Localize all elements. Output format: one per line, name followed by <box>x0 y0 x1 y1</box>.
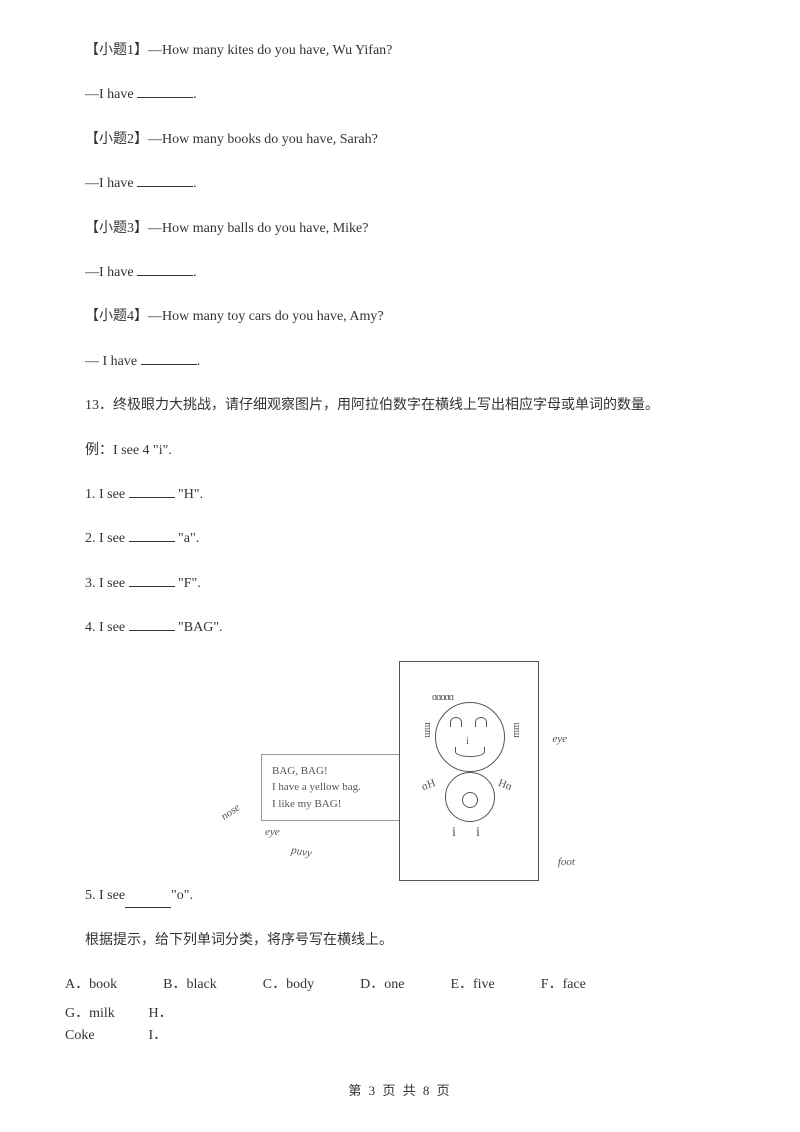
option-i: I． <box>149 1028 168 1043</box>
head-circle-icon <box>435 702 505 772</box>
item-suffix: "a". <box>175 531 200 546</box>
q13-item-3: 3. I see "F". <box>85 573 715 595</box>
example-suffix: "i". <box>153 443 172 458</box>
option-f: F．face <box>541 974 586 996</box>
label-nose: nose <box>218 800 245 826</box>
blank-fill[interactable] <box>137 262 193 276</box>
option-a: A．book <box>65 974 117 996</box>
item-suffix: "F". <box>175 576 201 591</box>
sub-question-1-answer: —I have . <box>85 84 715 106</box>
speech-bubble: BAG, BAG! I have a yellow bag. I like my… <box>261 754 401 822</box>
item-prefix: 2. I see <box>85 531 129 546</box>
q13-item-2: 2. I see "a". <box>85 528 715 550</box>
answer-prefix: —I have <box>85 87 137 102</box>
sub-question-3-answer: —I have . <box>85 262 715 284</box>
character-drawing: ɑɑɑɑɑ ɯɯ ɯɯ i ɑH Hɑ i i <box>399 661 539 881</box>
q13-item-4: 4. I see "BAG". <box>85 617 715 639</box>
sub-question-3-prompt: 【小题3】—How many balls do you have, Mike? <box>85 218 715 240</box>
q13-item-5: 5. I see "o". <box>85 885 715 907</box>
leg-right-icon: i <box>476 822 480 844</box>
sub-question-4-prompt: 【小题4】—How many toy cars do you have, Amy… <box>85 306 715 328</box>
speech-line-2: I have a yellow bag. <box>272 779 390 796</box>
blank-fill[interactable] <box>137 84 193 98</box>
sub-question-2-answer: —I have . <box>85 173 715 195</box>
hair-icon: ɑɑɑɑɑ <box>432 690 453 706</box>
item-suffix: "o". <box>171 885 193 907</box>
option-d: D．one <box>360 974 404 996</box>
blank-fill[interactable] <box>129 573 175 587</box>
label-eye: eye <box>265 824 280 842</box>
leg-left-icon: i <box>452 822 456 844</box>
blank-fill[interactable] <box>129 528 175 542</box>
blank-fill[interactable] <box>129 617 175 631</box>
arm-right-icon: Hɑ <box>495 776 514 797</box>
speech-line-1: BAG, BAG! <box>272 763 390 780</box>
option-coke: Coke <box>65 1025 145 1047</box>
answer-prefix: —I have <box>85 176 137 191</box>
option-g: G．milk <box>65 1003 145 1025</box>
q13-example: 例：I see 4 "i". <box>85 440 715 462</box>
sub-question-2-prompt: 【小题2】—How many books do you have, Sarah? <box>85 129 715 151</box>
illustration-row: BAG, BAG! I have a yellow bag. I like my… <box>85 661 715 881</box>
item-prefix: 4. I see <box>85 620 129 635</box>
label-eye-right: eye <box>552 731 567 749</box>
sub-question-1-prompt: 【小题1】—How many kites do you have, Wu Yif… <box>85 40 715 62</box>
q13-item-1: 1. I see "H". <box>85 484 715 506</box>
blank-fill[interactable] <box>137 173 193 187</box>
options-row-2: G．milk H． <box>65 1003 715 1025</box>
item-suffix: "BAG". <box>175 620 223 635</box>
q13-header: 13．终极眼力大挑战，请仔细观察图片，用阿拉伯数字在横线上写出相应字母或单词的数… <box>85 395 715 417</box>
classify-instruction: 根据提示，给下列单词分类，将序号写在横线上。 <box>85 930 715 952</box>
arm-left-icon: ɑH <box>419 776 438 797</box>
example-prefix: 例：I see 4 <box>85 443 153 458</box>
item-prefix: 5. I see <box>85 885 125 907</box>
option-b: B．black <box>163 974 217 996</box>
eye-right-icon <box>475 717 487 727</box>
answer-prefix: — I have <box>85 354 141 369</box>
label-foot: foot <box>558 854 575 872</box>
speech-line-3: I like my BAG! <box>272 796 390 813</box>
illustration-wrap: BAG, BAG! I have a yellow bag. I like my… <box>261 754 399 882</box>
ear-left-icon: ɯɯ <box>420 723 436 739</box>
option-h: H． <box>149 1006 173 1021</box>
eye-left-icon <box>450 717 462 727</box>
options-row-3: Coke I． <box>65 1025 715 1047</box>
blank-fill[interactable] <box>125 894 171 908</box>
option-c: C．body <box>263 974 314 996</box>
page-footer: 第 3 页 共 8 页 <box>0 1081 800 1102</box>
item-prefix: 3. I see <box>85 576 129 591</box>
option-e: E．five <box>450 974 494 996</box>
drawing-wrap: ɑɑɑɑɑ ɯɯ ɯɯ i ɑH Hɑ i i eye foot <box>399 661 539 881</box>
label-hand: puvy <box>290 842 314 863</box>
item-prefix: 1. I see <box>85 487 129 502</box>
blank-fill[interactable] <box>129 484 175 498</box>
ear-right-icon: ɯɯ <box>508 723 524 739</box>
options-row-1: A．book B．black C．body D．one E．five F．fac… <box>65 974 715 996</box>
item-suffix: "H". <box>175 487 204 502</box>
blank-fill[interactable] <box>141 351 197 365</box>
sub-question-4-answer: — I have . <box>85 351 715 373</box>
answer-prefix: —I have <box>85 265 137 280</box>
